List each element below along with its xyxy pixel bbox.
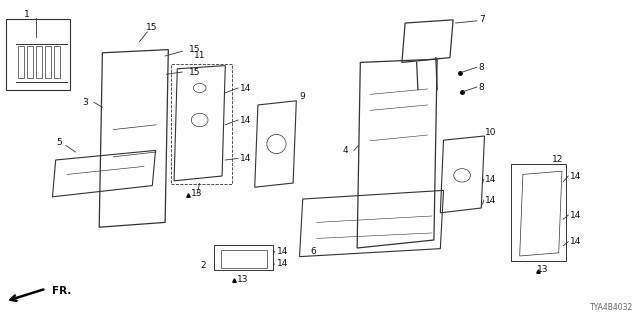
Text: 14: 14 xyxy=(240,154,252,163)
Text: 13: 13 xyxy=(237,275,248,284)
Text: 1: 1 xyxy=(24,10,29,19)
Text: 3: 3 xyxy=(83,98,88,107)
Text: 14: 14 xyxy=(570,237,581,246)
Bar xyxy=(214,245,273,270)
Text: 6: 6 xyxy=(311,247,316,256)
Bar xyxy=(221,250,267,268)
Text: 14: 14 xyxy=(276,260,288,268)
Bar xyxy=(36,46,42,78)
Bar xyxy=(6,19,70,90)
Text: 8: 8 xyxy=(479,63,484,72)
Text: 8: 8 xyxy=(479,83,484,92)
Text: 5: 5 xyxy=(56,138,61,147)
Text: 11: 11 xyxy=(194,51,205,60)
Bar xyxy=(18,46,24,78)
Text: 14: 14 xyxy=(570,211,581,220)
Text: 13: 13 xyxy=(191,189,202,198)
Text: 9: 9 xyxy=(300,92,305,100)
Text: 14: 14 xyxy=(276,247,288,256)
Text: 10: 10 xyxy=(485,128,497,137)
Text: 14: 14 xyxy=(240,84,252,92)
Bar xyxy=(45,46,51,78)
Bar xyxy=(54,46,60,78)
Text: 2: 2 xyxy=(200,261,206,270)
Bar xyxy=(171,64,232,184)
Text: 13: 13 xyxy=(537,265,548,274)
Text: 14: 14 xyxy=(570,172,581,180)
Text: 14: 14 xyxy=(485,175,497,184)
Text: 14: 14 xyxy=(240,116,252,124)
Bar xyxy=(511,164,566,261)
Text: 4: 4 xyxy=(343,146,348,155)
Text: 15: 15 xyxy=(146,23,157,32)
Text: TYA4B4032: TYA4B4032 xyxy=(590,303,634,312)
Text: 12: 12 xyxy=(552,155,563,164)
Text: 15: 15 xyxy=(189,68,201,76)
Text: 7: 7 xyxy=(479,15,484,24)
Text: FR.: FR. xyxy=(52,286,72,296)
Bar xyxy=(27,46,33,78)
Text: 14: 14 xyxy=(485,196,497,204)
Text: 15: 15 xyxy=(189,45,201,54)
